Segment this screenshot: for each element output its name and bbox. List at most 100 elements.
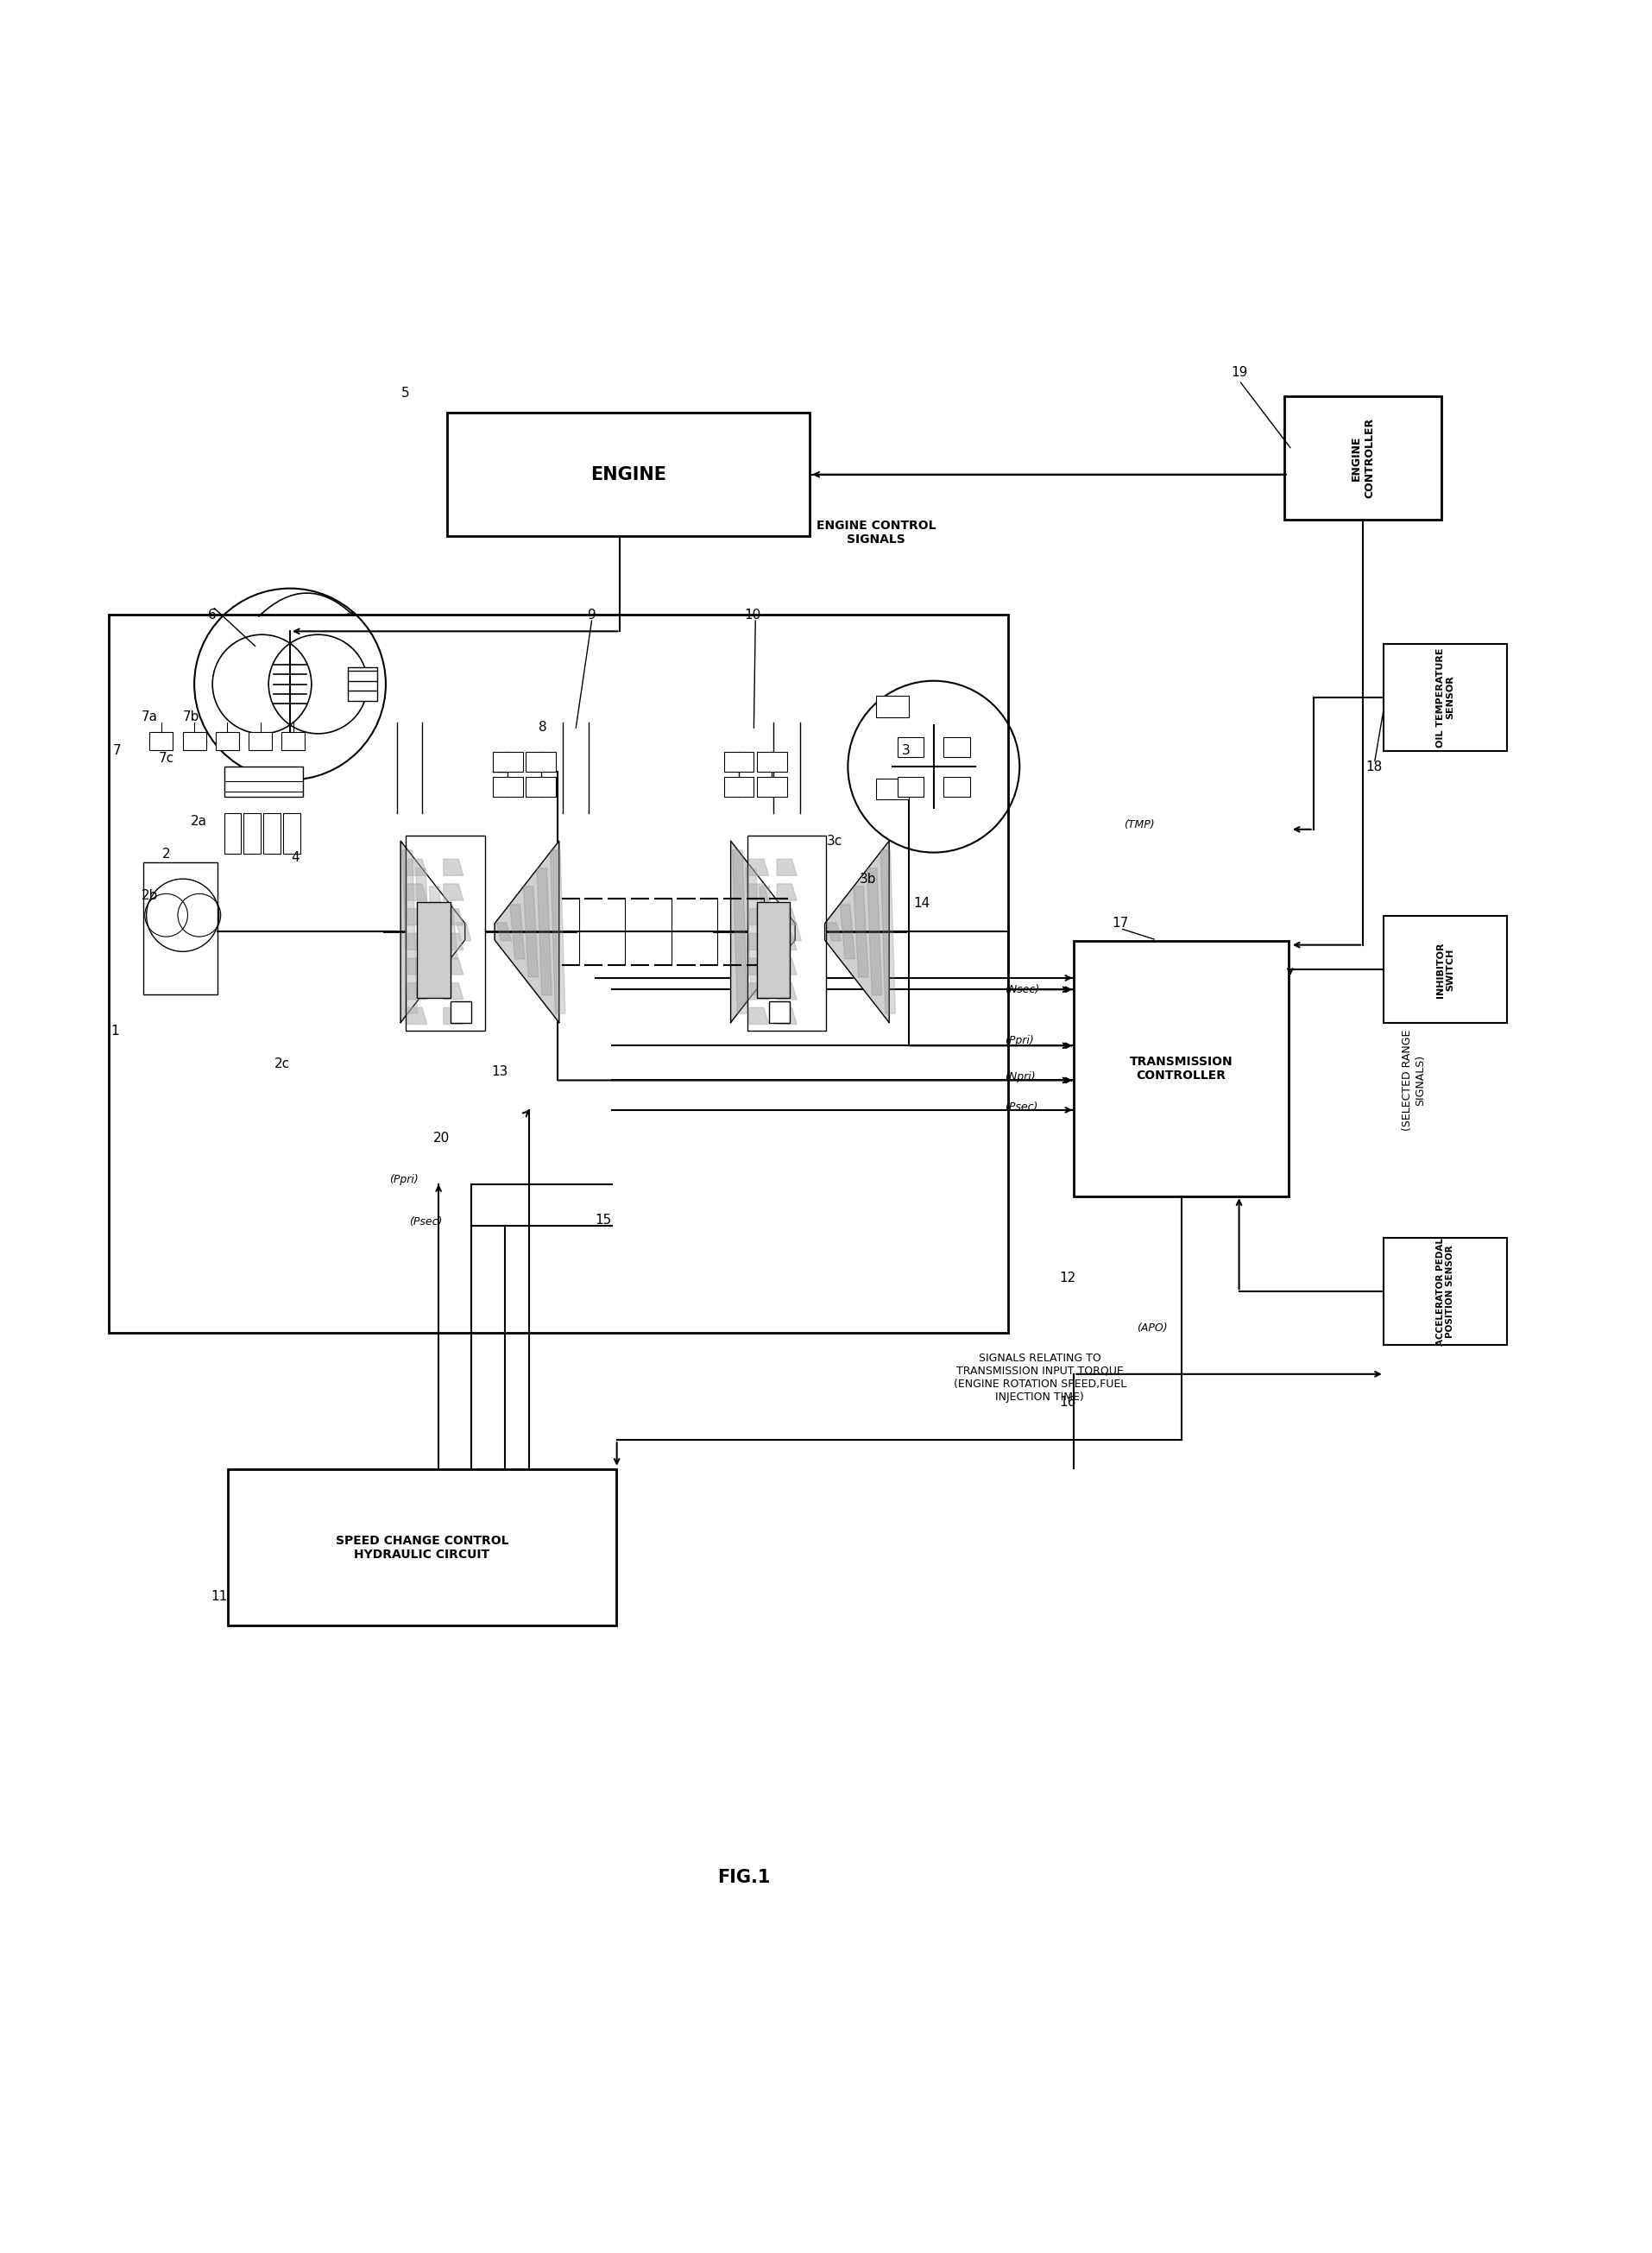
Polygon shape xyxy=(776,982,796,1000)
Polygon shape xyxy=(550,849,565,1014)
Text: 3b: 3b xyxy=(859,872,876,885)
Text: 17: 17 xyxy=(1112,917,1128,930)
Polygon shape xyxy=(824,840,889,1023)
Text: (Psec): (Psec) xyxy=(408,1217,441,1228)
Text: 14: 14 xyxy=(914,897,930,910)
Text: (Ppri): (Ppri) xyxy=(1004,1034,1032,1045)
Polygon shape xyxy=(406,982,426,1000)
Bar xyxy=(876,696,909,716)
Bar xyxy=(757,753,786,771)
Text: 7b: 7b xyxy=(182,710,200,723)
Bar xyxy=(449,1000,471,1023)
Polygon shape xyxy=(400,840,464,1023)
Text: 7: 7 xyxy=(112,743,121,757)
Polygon shape xyxy=(401,849,416,1014)
Text: 6: 6 xyxy=(208,608,216,622)
Text: 19: 19 xyxy=(1231,365,1247,379)
Polygon shape xyxy=(776,858,796,876)
Polygon shape xyxy=(730,840,795,1023)
Bar xyxy=(228,1469,616,1627)
Text: 8: 8 xyxy=(539,721,547,734)
Text: 16: 16 xyxy=(1059,1395,1075,1408)
Bar xyxy=(757,901,790,998)
Bar xyxy=(1383,1237,1507,1345)
Polygon shape xyxy=(443,908,463,926)
Text: TRANSMISSION
CONTROLLER: TRANSMISSION CONTROLLER xyxy=(1128,1057,1232,1081)
Bar xyxy=(876,777,909,800)
Polygon shape xyxy=(406,1007,426,1025)
Text: (TMP): (TMP) xyxy=(1123,818,1153,829)
Text: 1: 1 xyxy=(111,1025,119,1036)
Text: (Psec): (Psec) xyxy=(1004,1102,1037,1113)
Polygon shape xyxy=(494,840,558,1023)
Bar xyxy=(525,753,555,771)
Polygon shape xyxy=(748,933,768,951)
Text: 2b: 2b xyxy=(142,890,159,901)
Bar xyxy=(183,732,206,750)
Polygon shape xyxy=(443,933,463,951)
Text: FIG.1: FIG.1 xyxy=(717,1870,770,1886)
Polygon shape xyxy=(745,867,760,996)
Text: ACCELERATOR PEDAL
POSITION SENSOR: ACCELERATOR PEDAL POSITION SENSOR xyxy=(1436,1237,1454,1345)
Bar xyxy=(225,813,241,854)
Text: ENGINE
CONTROLLER: ENGINE CONTROLLER xyxy=(1350,417,1374,498)
Bar xyxy=(282,813,299,854)
Text: 2a: 2a xyxy=(192,816,208,827)
Bar xyxy=(144,863,218,994)
Polygon shape xyxy=(430,885,444,978)
Polygon shape xyxy=(773,903,788,960)
Bar xyxy=(897,777,923,795)
Text: 11: 11 xyxy=(211,1591,228,1604)
Bar xyxy=(244,813,259,854)
Text: 12: 12 xyxy=(1059,1273,1075,1284)
Text: 9: 9 xyxy=(588,608,596,622)
Bar xyxy=(225,766,302,795)
Bar xyxy=(747,836,826,1032)
Polygon shape xyxy=(510,903,525,960)
Polygon shape xyxy=(776,1007,796,1025)
Polygon shape xyxy=(406,933,426,951)
Bar xyxy=(724,753,753,771)
Polygon shape xyxy=(524,885,539,978)
Text: (Ppri): (Ppri) xyxy=(388,1174,418,1185)
Bar xyxy=(1383,917,1507,1023)
Bar xyxy=(757,777,786,795)
Polygon shape xyxy=(443,982,463,1000)
Bar xyxy=(943,737,970,757)
Polygon shape xyxy=(748,958,768,976)
Polygon shape xyxy=(443,958,463,976)
Text: (APO): (APO) xyxy=(1137,1323,1166,1334)
Text: 3c: 3c xyxy=(826,834,843,847)
Text: 10: 10 xyxy=(743,608,760,622)
Text: 7a: 7a xyxy=(142,710,159,723)
Polygon shape xyxy=(881,849,895,1014)
Polygon shape xyxy=(456,924,471,942)
Polygon shape xyxy=(732,849,747,1014)
Bar xyxy=(446,412,809,536)
Polygon shape xyxy=(839,903,854,960)
Polygon shape xyxy=(443,883,463,901)
Polygon shape xyxy=(443,1007,463,1025)
Polygon shape xyxy=(443,903,458,960)
Polygon shape xyxy=(406,958,426,976)
Polygon shape xyxy=(776,883,796,901)
Bar xyxy=(768,1000,790,1023)
Text: 7c: 7c xyxy=(159,753,173,764)
Bar xyxy=(1284,397,1441,520)
Polygon shape xyxy=(758,885,773,978)
Text: ENGINE: ENGINE xyxy=(590,466,666,482)
Polygon shape xyxy=(748,908,768,926)
Bar xyxy=(216,732,240,750)
Polygon shape xyxy=(748,982,768,1000)
Polygon shape xyxy=(416,867,431,996)
Text: (Npri): (Npri) xyxy=(1004,1072,1034,1084)
Text: 2: 2 xyxy=(162,847,170,861)
Bar xyxy=(525,777,555,795)
Text: (Nsec): (Nsec) xyxy=(1004,985,1039,996)
Text: 15: 15 xyxy=(595,1214,611,1228)
Bar xyxy=(249,732,271,750)
Polygon shape xyxy=(748,883,768,901)
Polygon shape xyxy=(826,924,841,942)
Text: 13: 13 xyxy=(491,1066,507,1079)
Bar xyxy=(416,901,449,998)
